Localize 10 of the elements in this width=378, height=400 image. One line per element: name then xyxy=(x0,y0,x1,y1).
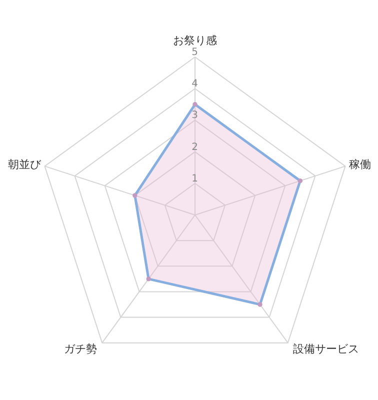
spoke-label: 朝並び xyxy=(8,158,42,172)
y-tick-label: 2 xyxy=(192,142,198,153)
y-tick-label: 1 xyxy=(192,173,198,184)
spoke-label: 稼働 xyxy=(348,158,371,172)
y-tick-label: 3 xyxy=(192,110,198,122)
spoke-label: 設備サービス xyxy=(292,342,359,356)
spoke-label: ガチ勢 xyxy=(64,342,98,356)
y-tick-label: 5 xyxy=(192,47,198,58)
spoke-label: お祭り感 xyxy=(173,34,217,48)
y-tick-label: 4 xyxy=(192,78,198,90)
